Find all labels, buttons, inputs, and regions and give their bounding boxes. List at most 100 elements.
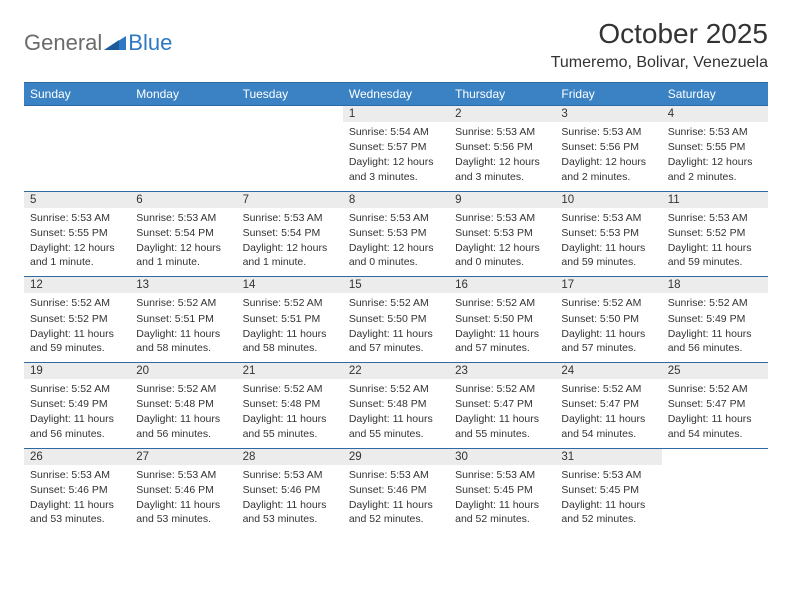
day-detail-cell [130, 122, 236, 191]
sunrise-text: Sunrise: 5:53 AM [349, 211, 443, 225]
day-number-cell: 11 [662, 191, 768, 208]
day-number-cell: 7 [237, 191, 343, 208]
day-detail-cell: Sunrise: 5:52 AMSunset: 5:47 PMDaylight:… [449, 379, 555, 448]
sunrise-text: Sunrise: 5:53 AM [561, 468, 655, 482]
daylight-text: Daylight: 11 hours and 55 minutes. [243, 412, 337, 440]
sunset-text: Sunset: 5:55 PM [668, 140, 762, 154]
weekday-header-row: Sunday Monday Tuesday Wednesday Thursday… [24, 83, 768, 106]
sunset-text: Sunset: 5:50 PM [561, 312, 655, 326]
sunset-text: Sunset: 5:46 PM [349, 483, 443, 497]
daylight-text: Daylight: 12 hours and 3 minutes. [455, 155, 549, 183]
day-number-cell: 12 [24, 277, 130, 294]
day-number-row: 12131415161718 [24, 277, 768, 294]
daylight-text: Daylight: 12 hours and 1 minute. [30, 241, 124, 269]
daylight-text: Daylight: 11 hours and 58 minutes. [136, 327, 230, 355]
day-number-cell: 3 [555, 106, 661, 123]
day-number-cell: 9 [449, 191, 555, 208]
logo: General Blue [24, 18, 172, 56]
sunrise-text: Sunrise: 5:52 AM [668, 296, 762, 310]
sunset-text: Sunset: 5:46 PM [136, 483, 230, 497]
sunset-text: Sunset: 5:53 PM [349, 226, 443, 240]
day-number-row: 1234 [24, 106, 768, 123]
daylight-text: Daylight: 11 hours and 53 minutes. [30, 498, 124, 526]
day-number-cell: 24 [555, 363, 661, 380]
sunset-text: Sunset: 5:48 PM [349, 397, 443, 411]
day-detail-cell: Sunrise: 5:53 AMSunset: 5:53 PMDaylight:… [449, 208, 555, 277]
sunrise-text: Sunrise: 5:53 AM [668, 211, 762, 225]
sunset-text: Sunset: 5:49 PM [668, 312, 762, 326]
day-detail-cell [662, 465, 768, 534]
day-number-cell: 16 [449, 277, 555, 294]
day-number-cell: 30 [449, 448, 555, 465]
sunset-text: Sunset: 5:57 PM [349, 140, 443, 154]
day-detail-cell: Sunrise: 5:53 AMSunset: 5:52 PMDaylight:… [662, 208, 768, 277]
sunrise-text: Sunrise: 5:52 AM [136, 382, 230, 396]
daylight-text: Daylight: 11 hours and 55 minutes. [349, 412, 443, 440]
day-detail-cell: Sunrise: 5:53 AMSunset: 5:54 PMDaylight:… [130, 208, 236, 277]
sunset-text: Sunset: 5:51 PM [136, 312, 230, 326]
day-number-cell: 10 [555, 191, 661, 208]
title-block: October 2025 Tumeremo, Bolivar, Venezuel… [551, 18, 768, 72]
sunrise-text: Sunrise: 5:52 AM [136, 296, 230, 310]
sunrise-text: Sunrise: 5:52 AM [455, 382, 549, 396]
sunset-text: Sunset: 5:52 PM [668, 226, 762, 240]
weekday-header: Sunday [24, 83, 130, 106]
day-number-cell [24, 106, 130, 123]
sunrise-text: Sunrise: 5:52 AM [243, 296, 337, 310]
sunrise-text: Sunrise: 5:52 AM [561, 296, 655, 310]
daylight-text: Daylight: 11 hours and 54 minutes. [561, 412, 655, 440]
daylight-text: Daylight: 11 hours and 57 minutes. [349, 327, 443, 355]
day-detail-cell: Sunrise: 5:53 AMSunset: 5:55 PMDaylight:… [662, 122, 768, 191]
sunset-text: Sunset: 5:47 PM [561, 397, 655, 411]
day-number-cell: 29 [343, 448, 449, 465]
day-detail-cell: Sunrise: 5:53 AMSunset: 5:56 PMDaylight:… [555, 122, 661, 191]
sunset-text: Sunset: 5:47 PM [668, 397, 762, 411]
day-number-cell: 15 [343, 277, 449, 294]
sunset-text: Sunset: 5:50 PM [455, 312, 549, 326]
day-number-cell: 28 [237, 448, 343, 465]
sunrise-text: Sunrise: 5:52 AM [349, 382, 443, 396]
day-detail-cell: Sunrise: 5:52 AMSunset: 5:50 PMDaylight:… [343, 293, 449, 362]
sunset-text: Sunset: 5:53 PM [455, 226, 549, 240]
sunset-text: Sunset: 5:52 PM [30, 312, 124, 326]
day-detail-cell: Sunrise: 5:52 AMSunset: 5:49 PMDaylight:… [662, 293, 768, 362]
sunrise-text: Sunrise: 5:52 AM [30, 296, 124, 310]
day-number-cell: 8 [343, 191, 449, 208]
day-number-cell: 25 [662, 363, 768, 380]
sunset-text: Sunset: 5:53 PM [561, 226, 655, 240]
logo-text-general: General [24, 30, 102, 56]
day-detail-cell: Sunrise: 5:52 AMSunset: 5:51 PMDaylight:… [237, 293, 343, 362]
weekday-header: Thursday [449, 83, 555, 106]
day-detail-row: Sunrise: 5:54 AMSunset: 5:57 PM Daylight:… [24, 122, 768, 191]
day-detail-cell: Sunrise: 5:52 AMSunset: 5:48 PMDaylight:… [130, 379, 236, 448]
sunrise-text: Sunrise: 5:53 AM [455, 211, 549, 225]
sunrise-text: Sunrise: 5:52 AM [30, 382, 124, 396]
day-detail-row: Sunrise: 5:52 AM Sunset: 5:52 PM Daylight:… [24, 293, 768, 362]
sunrise-text: Sunrise: 5:54 AM [349, 125, 443, 139]
sunrise-text: Sunrise: 5:53 AM [243, 468, 337, 482]
sunrise-text: Sunrise: 5:53 AM [455, 125, 549, 139]
day-number-cell: 1 [343, 106, 449, 123]
day-detail-cell: Sunrise: 5:54 AMSunset: 5:57 PMDaylight:… [343, 122, 449, 191]
sunrise-text: Sunrise: 5:53 AM [30, 211, 124, 225]
daylight-text: Daylight: 11 hours and 52 minutes. [561, 498, 655, 526]
sunset-text: Sunset: 5:46 PM [30, 483, 124, 497]
day-number-cell: 2 [449, 106, 555, 123]
day-detail-cell: Sunrise: 5:53 AMSunset: 5:46 PMDaylight:… [237, 465, 343, 534]
sunrise-text: Sunrise: 5:53 AM [455, 468, 549, 482]
daylight-text: Daylight: 12 hours and 1 minute. [136, 241, 230, 269]
sunset-text: Sunset: 5:54 PM [243, 226, 337, 240]
sunrise-text: Sunrise: 5:52 AM [243, 382, 337, 396]
logo-triangle-icon [104, 36, 126, 50]
day-detail-cell [237, 122, 343, 191]
day-number-cell: 27 [130, 448, 236, 465]
day-detail-row: Sunrise: 5:53 AMSunset: 5:46 PMDaylight:… [24, 465, 768, 534]
day-number-cell: 31 [555, 448, 661, 465]
sunset-text: Sunset: 5:51 PM [243, 312, 337, 326]
day-number-cell: 17 [555, 277, 661, 294]
sunrise-text: Sunrise: 5:53 AM [349, 468, 443, 482]
day-detail-cell: Sunrise: 5:53 AMSunset: 5:53 PMDaylight:… [555, 208, 661, 277]
day-detail-cell: Sunrise: 5:53 AMSunset: 5:45 PMDaylight:… [555, 465, 661, 534]
day-number-cell [130, 106, 236, 123]
day-detail-cell [24, 122, 130, 191]
